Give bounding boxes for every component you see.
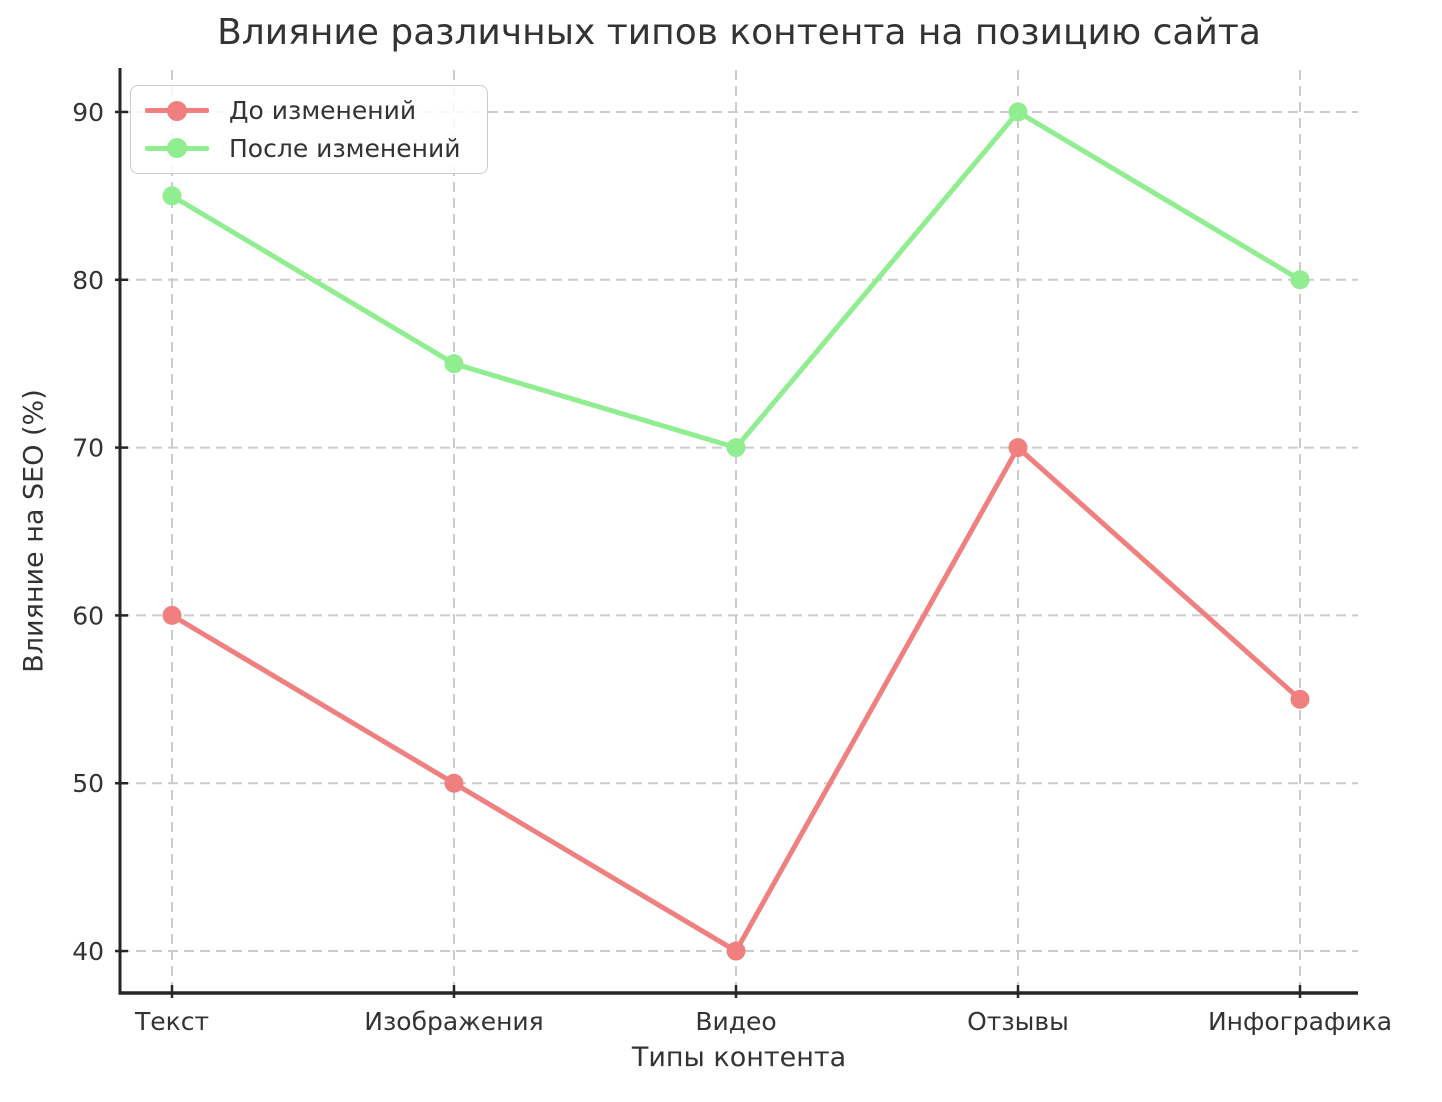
y-tick-label-50: 50 bbox=[72, 769, 104, 798]
chart-title: Влияние различных типов контента на пози… bbox=[217, 12, 1261, 53]
data-point-0-0 bbox=[162, 605, 182, 625]
data-point-0-2 bbox=[726, 941, 746, 961]
data-point-0-3 bbox=[1008, 438, 1028, 458]
data-point-0-1 bbox=[444, 773, 464, 793]
data-point-0-4 bbox=[1290, 689, 1310, 709]
legend: До изменений После изменений bbox=[130, 85, 488, 174]
y-tick-label-70: 70 bbox=[72, 434, 104, 463]
x-tick-label-1: Изображения bbox=[364, 1007, 543, 1036]
legend-label-after: После изменений bbox=[229, 133, 461, 163]
legend-item-after: После изменений bbox=[145, 130, 473, 168]
data-point-1-0 bbox=[162, 186, 182, 206]
data-point-1-3 bbox=[1008, 102, 1028, 122]
x-tick-label-0: Текст bbox=[134, 1007, 209, 1036]
y-tick-label-80: 80 bbox=[72, 266, 104, 295]
data-point-1-2 bbox=[726, 438, 746, 458]
legend-marker-before-icon bbox=[145, 100, 209, 122]
legend-marker-after-icon bbox=[145, 137, 209, 159]
y-tick-label-40: 40 bbox=[72, 937, 104, 966]
x-tick-label-4: Инфографика bbox=[1208, 1007, 1392, 1036]
y-tick-label-90: 90 bbox=[72, 98, 104, 127]
x-axis-label: Типы контента bbox=[631, 1042, 847, 1073]
x-tick-label-2: Видео bbox=[695, 1007, 776, 1036]
y-tick-label-60: 60 bbox=[72, 601, 104, 630]
data-point-1-1 bbox=[444, 354, 464, 374]
data-point-1-4 bbox=[1290, 270, 1310, 290]
legend-label-before: До изменений bbox=[229, 96, 417, 126]
y-axis-label: Влияние на SEO (%) bbox=[18, 389, 50, 673]
x-tick-label-3: Отзывы bbox=[967, 1007, 1069, 1036]
legend-item-before: До изменений bbox=[145, 92, 473, 130]
